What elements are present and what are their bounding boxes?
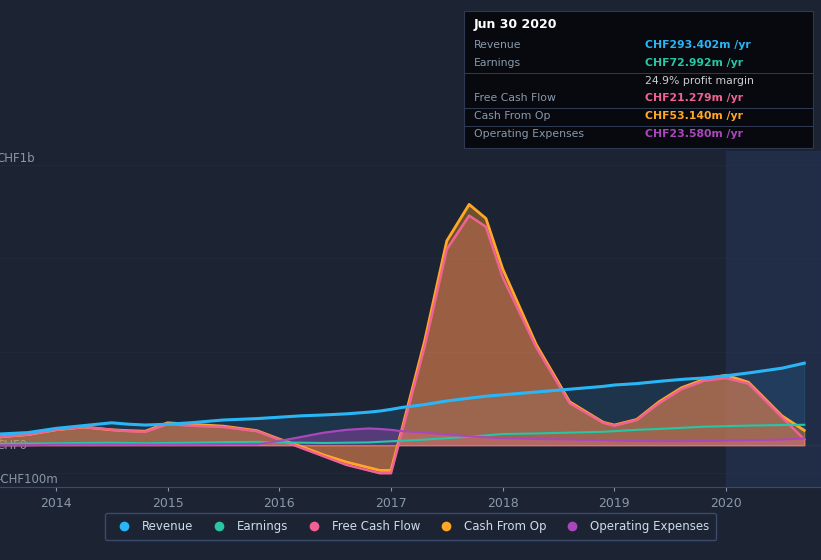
Legend: Revenue, Earnings, Free Cash Flow, Cash From Op, Operating Expenses: Revenue, Earnings, Free Cash Flow, Cash … [105,513,716,540]
Text: 24.9% profit margin: 24.9% profit margin [645,76,754,86]
Text: Free Cash Flow: Free Cash Flow [474,93,556,103]
Text: Operating Expenses: Operating Expenses [474,129,584,139]
Text: -CHF100m: -CHF100m [0,473,57,486]
Text: Cash From Op: Cash From Op [474,111,550,121]
Text: CHF21.279m /yr: CHF21.279m /yr [645,93,744,103]
Text: Earnings: Earnings [474,58,521,68]
Text: CHF293.402m /yr: CHF293.402m /yr [645,40,751,50]
Text: CHF1b: CHF1b [0,152,34,165]
Bar [726,151,821,487]
Text: CHF23.580m /yr: CHF23.580m /yr [645,129,743,139]
Text: Revenue: Revenue [474,40,521,50]
Text: CHF53.140m /yr: CHF53.140m /yr [645,111,743,121]
Text: CHF0: CHF0 [0,438,27,452]
Text: CHF72.992m /yr: CHF72.992m /yr [645,58,744,68]
Text: Jun 30 2020: Jun 30 2020 [474,18,557,31]
